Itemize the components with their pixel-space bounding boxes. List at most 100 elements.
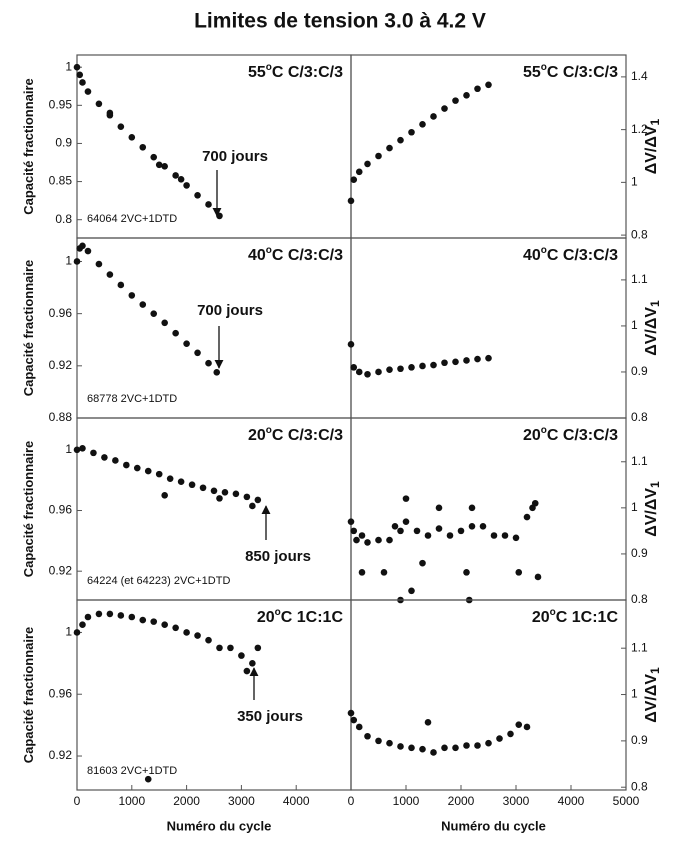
data-point (419, 362, 426, 370)
data-point (238, 652, 245, 659)
data-point (117, 281, 125, 289)
panel-title-part: 20 (248, 427, 266, 444)
data-point (254, 496, 262, 504)
y-axis-label-part: Capacité fractionnaire (21, 627, 36, 764)
y-tick-label: 1.1 (631, 272, 648, 286)
data-point (364, 160, 371, 168)
y-axis-label: Capacité fractionnaire (21, 627, 36, 764)
y-axis-label-part: 1 (648, 481, 662, 488)
y-axis-label: ΔV/ΔV1 (643, 118, 662, 174)
data-point (386, 144, 393, 152)
data-point (408, 744, 415, 752)
data-point (84, 613, 92, 621)
data-point (101, 454, 108, 461)
panel-title-part: o (275, 607, 281, 618)
data-point (435, 525, 443, 532)
panel-title-part: 20 (523, 427, 541, 444)
y-tick-label: 0.9 (631, 364, 648, 378)
data-point (452, 744, 459, 752)
data-point (485, 81, 492, 89)
x-tick-label: 1000 (393, 794, 420, 808)
panel-title-part: o (266, 245, 272, 256)
panel-frame (350, 599, 627, 791)
data-point (347, 197, 355, 205)
x-tick-label: 0 (74, 794, 81, 808)
data-point (144, 467, 152, 475)
data-point (205, 201, 212, 208)
data-point (474, 85, 481, 93)
data-point (463, 357, 470, 364)
data-point (183, 629, 190, 636)
data-point (534, 573, 542, 581)
y-axis-label-part: ΔV/ΔV (643, 307, 660, 356)
data-point (73, 258, 81, 265)
data-point (84, 88, 92, 95)
data-point (441, 744, 448, 752)
panel-title-part: C 1C:1C (281, 609, 344, 626)
data-point (485, 739, 492, 747)
data-point (139, 301, 147, 308)
data-point (408, 587, 415, 595)
panel-title-part: C C/3:C/3 (547, 64, 618, 81)
y-axis-label-part: 1 (648, 300, 662, 307)
data-point (386, 739, 393, 747)
x-tick-label: 2000 (173, 794, 200, 808)
x-tick-label: 5000 (613, 794, 640, 808)
y-tick-label: 0.8 (55, 212, 72, 226)
data-point (435, 504, 443, 512)
annotation: 350 jours (237, 708, 303, 725)
panel-title-part: C C/3:C/3 (272, 64, 343, 81)
data-point (123, 461, 130, 469)
y-axis-label-part: Capacité fractionnaire (21, 78, 36, 215)
data-point (375, 152, 382, 160)
data-point (347, 341, 355, 348)
annotation: 700 jours (197, 302, 263, 319)
data-point (79, 242, 86, 250)
data-point (474, 742, 481, 749)
y-axis-label-part: ΔV/ΔV (643, 674, 660, 723)
data-point (430, 113, 437, 120)
data-point (213, 369, 221, 376)
data-point (254, 644, 262, 652)
data-point (375, 536, 382, 544)
data-point (441, 359, 448, 367)
y-tick-label: 0.8 (631, 227, 648, 241)
data-point (347, 518, 355, 525)
data-point (397, 136, 404, 144)
data-point (90, 449, 97, 457)
data-point (350, 716, 358, 724)
data-point (474, 355, 481, 363)
data-point (216, 495, 223, 502)
y-tick-label: 0.8 (631, 779, 648, 793)
panel-title-part: 40 (248, 247, 266, 264)
panel-title-part: o (541, 245, 547, 256)
data-point (355, 723, 363, 731)
y-tick-label: 0.85 (49, 174, 73, 188)
data-point (501, 532, 509, 539)
y-tick-label: 1 (65, 442, 72, 456)
data-point (364, 370, 371, 378)
data-point (172, 329, 179, 337)
panel-frame (76, 54, 352, 239)
data-point (347, 709, 355, 717)
panel-frame (76, 417, 352, 601)
data-point (128, 613, 136, 621)
data-point (112, 457, 119, 464)
data-point (523, 723, 531, 731)
data-point (468, 504, 476, 512)
y-axis-label-part: 1 (648, 118, 662, 125)
data-point (79, 445, 86, 452)
data-point (128, 292, 136, 299)
data-point (419, 559, 426, 567)
data-point (468, 522, 476, 530)
data-point (199, 484, 207, 492)
data-point (419, 121, 426, 128)
y-tick-label: 1 (65, 254, 72, 268)
cell-label: 64224 (et 64223) 2VC+1DTD (87, 575, 230, 587)
y-axis-label: ΔV/ΔV1 (643, 481, 662, 537)
data-point (441, 105, 448, 112)
panel-title: 20oC 1C:1C (257, 607, 344, 627)
data-point (166, 475, 174, 482)
data-point (73, 63, 81, 71)
